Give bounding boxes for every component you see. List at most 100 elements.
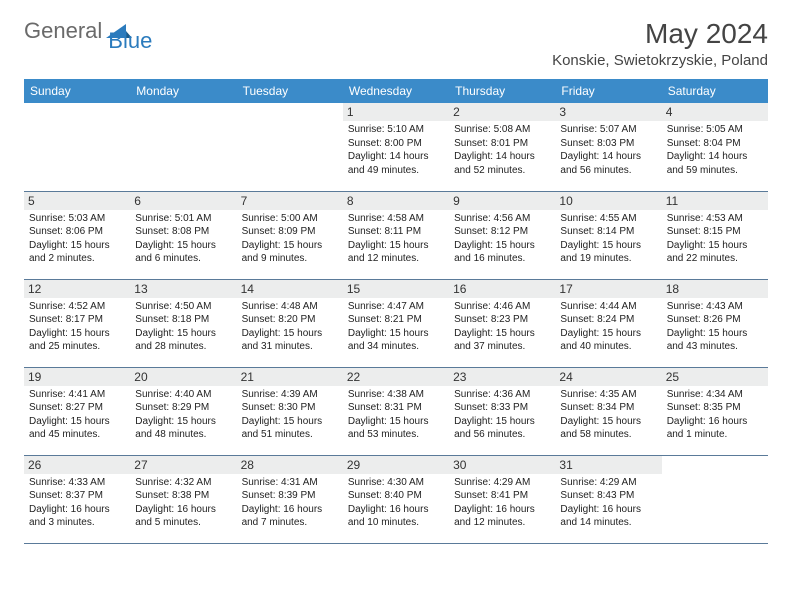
calendar-cell: 13 Sunrise: 4:50 AMSunset: 8:18 PMDayligh… [130, 279, 236, 367]
day-number: 8 [343, 192, 449, 210]
logo: General Blue [24, 18, 180, 44]
day-header: Saturday [662, 79, 768, 103]
day-number: 31 [555, 456, 661, 474]
day-info: Sunrise: 4:36 AMSunset: 8:33 PMDaylight:… [454, 388, 550, 442]
calendar-row: 5 Sunrise: 5:03 AMSunset: 8:06 PMDaylight… [24, 191, 768, 279]
calendar-cell: 22 Sunrise: 4:38 AMSunset: 8:31 PMDayligh… [343, 367, 449, 455]
calendar-cell: 26 Sunrise: 4:33 AMSunset: 8:37 PMDayligh… [24, 455, 130, 543]
calendar-cell: 6 Sunrise: 5:01 AMSunset: 8:08 PMDaylight… [130, 191, 236, 279]
title-block: May 2024 Konskie, Swietokrzyskie, Poland [552, 18, 768, 69]
calendar-cell: 5 Sunrise: 5:03 AMSunset: 8:06 PMDaylight… [24, 191, 130, 279]
calendar-cell: 24 Sunrise: 4:35 AMSunset: 8:34 PMDayligh… [555, 367, 661, 455]
day-number: 27 [130, 456, 236, 474]
day-number: 10 [555, 192, 661, 210]
day-number: 9 [449, 192, 555, 210]
day-info: Sunrise: 4:30 AMSunset: 8:40 PMDaylight:… [348, 476, 444, 530]
calendar-cell: 12 Sunrise: 4:52 AMSunset: 8:17 PMDayligh… [24, 279, 130, 367]
day-info: Sunrise: 4:56 AMSunset: 8:12 PMDaylight:… [454, 212, 550, 266]
calendar-cell: 20Sunrise: 4:40 AMSunset: 8:29 PMDayligh… [130, 367, 236, 455]
calendar-row: 1 Sunrise: 5:10 AMSunset: 8:00 PMDaylight… [24, 103, 768, 191]
calendar-cell: 25 Sunrise: 4:34 AMSunset: 8:35 PMDayligh… [662, 367, 768, 455]
calendar-cell [662, 455, 768, 543]
day-info: Sunrise: 4:41 AMSunset: 8:27 PMDaylight:… [29, 388, 125, 442]
calendar-cell: 14Sunrise: 4:48 AMSunset: 8:20 PMDayligh… [237, 279, 343, 367]
calendar-cell: 30Sunrise: 4:29 AMSunset: 8:41 PMDayligh… [449, 455, 555, 543]
day-number: 22 [343, 368, 449, 386]
day-number: 12 [24, 280, 130, 298]
day-number: 26 [24, 456, 130, 474]
day-info: Sunrise: 4:53 AMSunset: 8:15 PMDaylight:… [667, 212, 763, 266]
day-header: Sunday [24, 79, 130, 103]
calendar-cell: 8 Sunrise: 4:58 AMSunset: 8:11 PMDaylight… [343, 191, 449, 279]
day-info: Sunrise: 5:10 AMSunset: 8:00 PMDaylight:… [348, 123, 444, 177]
day-number: 29 [343, 456, 449, 474]
day-info: Sunrise: 5:03 AMSunset: 8:06 PMDaylight:… [29, 212, 125, 266]
day-info: Sunrise: 4:48 AMSunset: 8:20 PMDaylight:… [242, 300, 338, 354]
day-info: Sunrise: 5:07 AMSunset: 8:03 PMDaylight:… [560, 123, 656, 177]
calendar-cell [130, 103, 236, 191]
day-number: 30 [449, 456, 555, 474]
day-info: Sunrise: 5:01 AMSunset: 8:08 PMDaylight:… [135, 212, 231, 266]
calendar-cell: 3Sunrise: 5:07 AMSunset: 8:03 PMDaylight… [555, 103, 661, 191]
calendar-head: SundayMondayTuesdayWednesdayThursdayFrid… [24, 79, 768, 103]
day-number: 21 [237, 368, 343, 386]
day-info: Sunrise: 4:32 AMSunset: 8:38 PMDaylight:… [135, 476, 231, 530]
day-info: Sunrise: 5:08 AMSunset: 8:01 PMDaylight:… [454, 123, 550, 177]
calendar-cell: 27 Sunrise: 4:32 AMSunset: 8:38 PMDayligh… [130, 455, 236, 543]
calendar-body: 1 Sunrise: 5:10 AMSunset: 8:00 PMDaylight… [24, 103, 768, 543]
month-title: May 2024 [552, 18, 768, 50]
day-info: Sunrise: 4:39 AMSunset: 8:30 PMDaylight:… [242, 388, 338, 442]
day-header: Friday [555, 79, 661, 103]
calendar-row: 26 Sunrise: 4:33 AMSunset: 8:37 PMDayligh… [24, 455, 768, 543]
logo-text-1: General [24, 18, 102, 44]
calendar-cell: 31 Sunrise: 4:29 AMSunset: 8:43 PMDayligh… [555, 455, 661, 543]
day-info: Sunrise: 4:44 AMSunset: 8:24 PMDaylight:… [560, 300, 656, 354]
calendar-cell: 28Sunrise: 4:31 AMSunset: 8:39 PMDayligh… [237, 455, 343, 543]
day-info: Sunrise: 4:46 AMSunset: 8:23 PMDaylight:… [454, 300, 550, 354]
day-number: 25 [662, 368, 768, 386]
day-info: Sunrise: 4:52 AMSunset: 8:17 PMDaylight:… [29, 300, 125, 354]
day-number: 24 [555, 368, 661, 386]
day-info: Sunrise: 4:43 AMSunset: 8:26 PMDaylight:… [667, 300, 763, 354]
day-number: 6 [130, 192, 236, 210]
calendar-cell: 19 Sunrise: 4:41 AMSunset: 8:27 PMDayligh… [24, 367, 130, 455]
day-header: Monday [130, 79, 236, 103]
calendar-cell: 29 Sunrise: 4:30 AMSunset: 8:40 PMDayligh… [343, 455, 449, 543]
day-header: Wednesday [343, 79, 449, 103]
calendar-cell: 15Sunrise: 4:47 AMSunset: 8:21 PMDayligh… [343, 279, 449, 367]
day-number: 11 [662, 192, 768, 210]
calendar-table: SundayMondayTuesdayWednesdayThursdayFrid… [24, 79, 768, 544]
header: General Blue May 2024 Konskie, Swietokrz… [24, 18, 768, 69]
calendar-cell [237, 103, 343, 191]
day-info: Sunrise: 4:34 AMSunset: 8:35 PMDaylight:… [667, 388, 763, 442]
day-number: 18 [662, 280, 768, 298]
day-header: Tuesday [237, 79, 343, 103]
calendar-cell: 16 Sunrise: 4:46 AMSunset: 8:23 PMDayligh… [449, 279, 555, 367]
day-number: 5 [24, 192, 130, 210]
day-info: Sunrise: 4:38 AMSunset: 8:31 PMDaylight:… [348, 388, 444, 442]
day-header: Thursday [449, 79, 555, 103]
day-number: 23 [449, 368, 555, 386]
day-info: Sunrise: 4:55 AMSunset: 8:14 PMDaylight:… [560, 212, 656, 266]
calendar-cell: 4Sunrise: 5:05 AMSunset: 8:04 PMDaylight… [662, 103, 768, 191]
day-info: Sunrise: 4:35 AMSunset: 8:34 PMDaylight:… [560, 388, 656, 442]
day-number: 28 [237, 456, 343, 474]
calendar-cell: 21 Sunrise: 4:39 AMSunset: 8:30 PMDayligh… [237, 367, 343, 455]
day-info: Sunrise: 4:33 AMSunset: 8:37 PMDaylight:… [29, 476, 125, 530]
day-number: 1 [343, 103, 449, 121]
calendar-cell: 1 Sunrise: 5:10 AMSunset: 8:00 PMDaylight… [343, 103, 449, 191]
day-number: 13 [130, 280, 236, 298]
calendar-cell: 10 Sunrise: 4:55 AMSunset: 8:14 PMDayligh… [555, 191, 661, 279]
day-number: 16 [449, 280, 555, 298]
day-info: Sunrise: 4:47 AMSunset: 8:21 PMDaylight:… [348, 300, 444, 354]
calendar-cell: 18 Sunrise: 4:43 AMSunset: 8:26 PMDayligh… [662, 279, 768, 367]
day-info: Sunrise: 4:50 AMSunset: 8:18 PMDaylight:… [135, 300, 231, 354]
day-info: Sunrise: 4:29 AMSunset: 8:43 PMDaylight:… [560, 476, 656, 530]
calendar-cell: 23 Sunrise: 4:36 AMSunset: 8:33 PMDayligh… [449, 367, 555, 455]
day-info: Sunrise: 4:58 AMSunset: 8:11 PMDaylight:… [348, 212, 444, 266]
calendar-page: General Blue May 2024 Konskie, Swietokrz… [0, 0, 792, 562]
day-number: 2 [449, 103, 555, 121]
day-number: 4 [662, 103, 768, 121]
day-number: 19 [24, 368, 130, 386]
day-number: 17 [555, 280, 661, 298]
